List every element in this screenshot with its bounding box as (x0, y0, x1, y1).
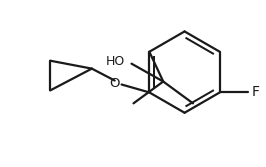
Text: F: F (251, 86, 259, 99)
Text: HO: HO (106, 55, 125, 68)
Text: O: O (109, 77, 119, 90)
